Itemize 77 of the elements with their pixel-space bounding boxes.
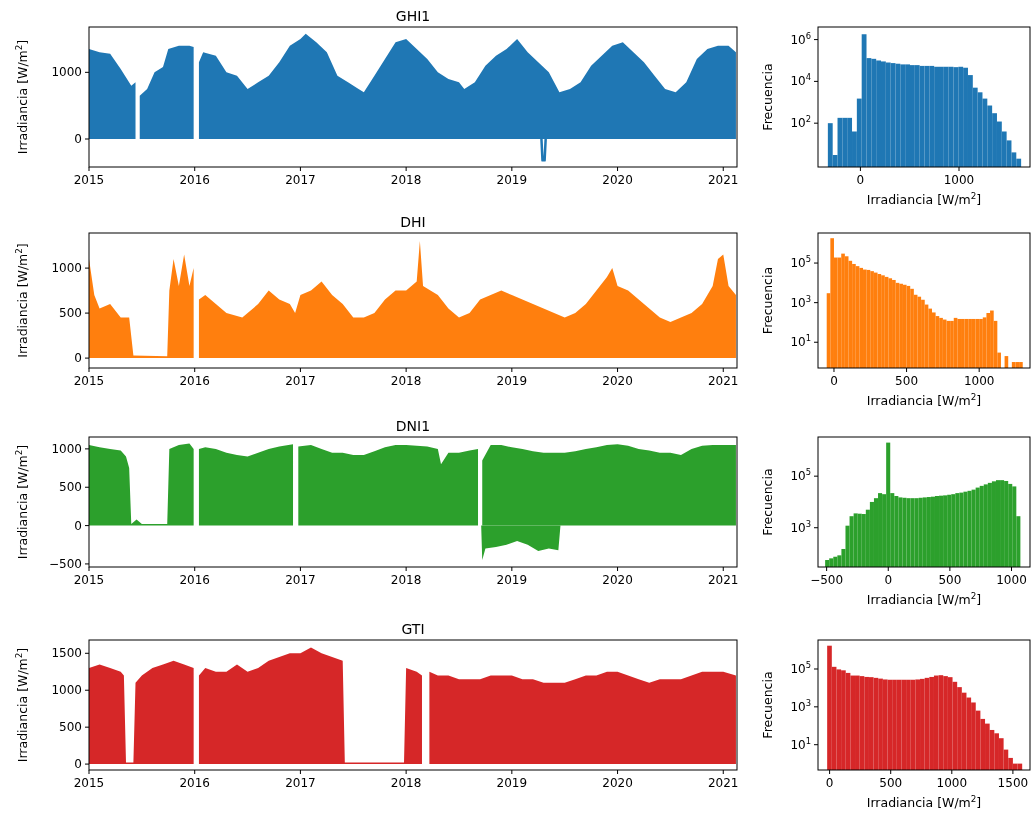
x-tick-label: 2018 — [390, 776, 422, 790]
y-tick-label: 0 — [74, 518, 82, 533]
y-tick-label: 10$^{6}$ — [790, 30, 811, 47]
x-axis-title: Irradiancia [W/m$^{2}$] — [866, 794, 982, 810]
x-tick-label: 2015 — [73, 776, 105, 790]
x-tick-label: 2019 — [496, 374, 528, 388]
y-tick-label: 1500 — [51, 646, 82, 661]
y-tick-label: 1000 — [51, 261, 82, 276]
x-tick-label: 2017 — [285, 374, 316, 388]
x-tick-label: −500 — [810, 573, 844, 587]
y-tick-label: 500 — [59, 720, 82, 735]
x-tick-label: 0 — [825, 776, 834, 790]
y-tick-label: 10$^{5}$ — [790, 254, 811, 271]
x-tick-label: 2016 — [179, 776, 210, 790]
x-tick-label: 2015 — [73, 573, 105, 587]
x-tick-label: 2017 — [285, 776, 316, 790]
chart-title: GTI — [401, 621, 425, 637]
x-tick-label: 1000 — [963, 374, 995, 388]
x-tick-label: 0 — [884, 573, 893, 587]
x-tick-label: 1000 — [996, 573, 1027, 587]
y-tick-label: −500 — [49, 556, 82, 571]
chart-title: GHI1 — [395, 8, 431, 24]
y-tick-label: 0 — [74, 757, 82, 772]
x-tick-label: 0 — [830, 374, 838, 388]
x-axis-title: Irradiancia [W/m$^{2}$] — [866, 392, 982, 408]
x-tick-label: 2019 — [496, 776, 528, 790]
x-tick-label: 1000 — [936, 776, 968, 790]
y-tick-label: 10$^{1}$ — [790, 735, 811, 752]
x-tick-label: 2021 — [707, 374, 739, 388]
x-axis-title: Irradiancia [W/m$^{2}$] — [866, 591, 982, 607]
y-tick-label: 10$^{3}$ — [790, 293, 811, 310]
x-tick-label: 2015 — [73, 374, 105, 388]
x-tick-label: 1500 — [997, 776, 1029, 790]
x-tick-label: 2019 — [496, 173, 528, 187]
y-tick-label: 0 — [74, 351, 82, 366]
x-tick-label: 0 — [856, 173, 865, 187]
y-tick-label: 1000 — [51, 65, 82, 80]
x-axis-title: Irradiancia [W/m$^{2}$] — [866, 191, 982, 207]
x-tick-label: 2015 — [73, 173, 105, 187]
y-tick-label: 500 — [59, 306, 82, 321]
x-tick-label: 2021 — [707, 776, 739, 790]
y-tick-label: 500 — [59, 480, 82, 495]
y-tick-label: 0 — [74, 132, 82, 146]
x-tick-label: 2020 — [602, 173, 633, 187]
x-tick-label: 2018 — [390, 573, 422, 587]
y-tick-label: 1000 — [51, 441, 82, 456]
x-tick-label: 2016 — [179, 173, 210, 187]
chart-title: DNI1 — [395, 418, 431, 434]
y-tick-label: 10$^{4}$ — [790, 72, 811, 89]
x-tick-label: 2020 — [602, 374, 633, 388]
x-tick-label: 2021 — [707, 173, 739, 187]
x-tick-label: 2019 — [496, 573, 528, 587]
y-tick-label: 10$^{5}$ — [790, 467, 811, 484]
chart-title: DHI — [400, 214, 426, 230]
y-tick-label: 10$^{2}$ — [790, 114, 811, 131]
y-axis-title: Frecuencia — [760, 63, 775, 131]
x-tick-label: 500 — [895, 374, 919, 388]
x-tick-label: 2020 — [602, 776, 633, 790]
y-tick-label: 10$^{1}$ — [790, 333, 811, 350]
x-tick-label: 2018 — [390, 173, 422, 187]
x-tick-label: 2016 — [179, 573, 210, 587]
y-axis-title: Frecuencia — [760, 266, 775, 335]
y-tick-label: 10$^{5}$ — [790, 659, 811, 676]
x-tick-label: 2021 — [707, 573, 739, 587]
y-tick-label: 1000 — [51, 683, 82, 698]
x-tick-label: 2017 — [285, 173, 316, 187]
y-axis-title: Frecuencia — [760, 468, 775, 536]
x-tick-label: 2017 — [285, 573, 316, 587]
x-tick-label: 2020 — [602, 573, 633, 587]
x-tick-label: 500 — [879, 776, 903, 790]
y-axis-title: Frecuencia — [760, 671, 775, 739]
x-tick-label: 500 — [938, 573, 962, 587]
y-tick-label: 10$^{3}$ — [790, 518, 811, 535]
x-tick-label: 2018 — [390, 374, 422, 388]
y-tick-label: 10$^{3}$ — [790, 697, 811, 714]
x-tick-label: 1000 — [943, 173, 975, 187]
x-tick-label: 2016 — [179, 374, 210, 388]
